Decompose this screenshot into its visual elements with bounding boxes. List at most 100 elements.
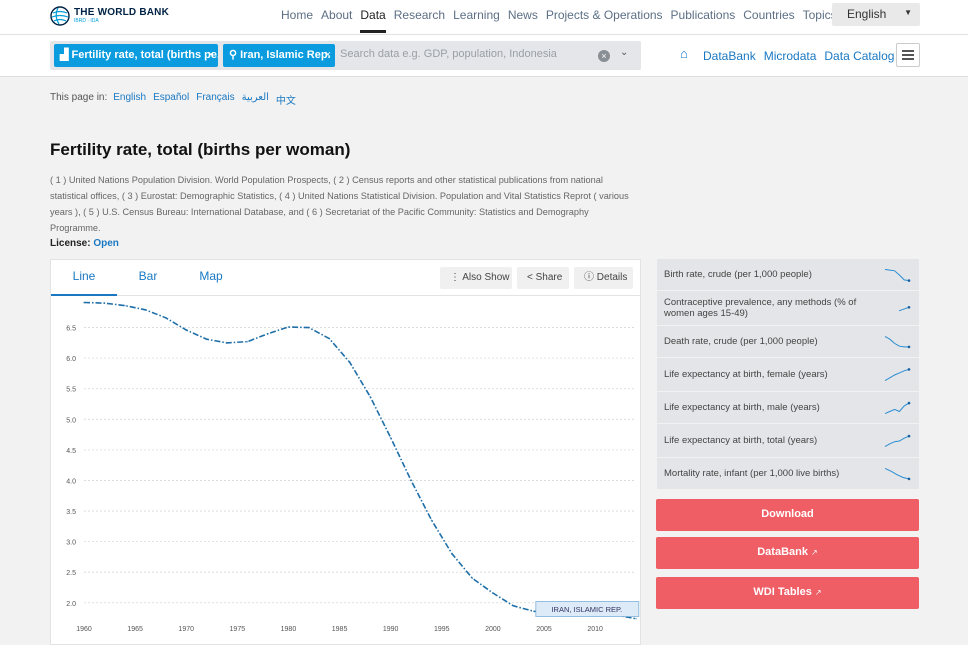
license-link[interactable]: Open: [93, 238, 119, 249]
indicator-chip-label: Fertility rate, total (births pe...: [71, 49, 218, 61]
tab-map[interactable]: Map: [199, 269, 223, 283]
home-icon[interactable]: ⌂: [680, 46, 688, 61]
related-indicator-item[interactable]: Birth rate, crude (per 1,000 people): [657, 259, 919, 291]
lang-arabic[interactable]: العربية: [241, 92, 269, 103]
series-label-box: [535, 601, 640, 617]
data-point: [430, 519, 433, 522]
data-point: [532, 610, 535, 613]
nav-news[interactable]: News: [507, 8, 538, 22]
data-point: [348, 361, 351, 364]
data-point: [185, 329, 188, 331]
nav-projects[interactable]: Projects & Operations: [545, 8, 663, 22]
search-input[interactable]: Search data e.g. GDP, population, Indone…: [340, 48, 557, 60]
databank-link[interactable]: DataBank: [703, 49, 756, 63]
x-tick-label: 1965: [127, 626, 143, 633]
y-tick-label: 4.0: [66, 478, 76, 485]
y-tick-label: 6.0: [66, 356, 76, 363]
share-icon: <: [527, 272, 533, 283]
details-button[interactable]: ⓘ Details: [574, 267, 633, 289]
x-tick-label: 1985: [332, 626, 348, 633]
world-bank-logo[interactable]: THE WORLD BANK IBRD · IDA: [50, 4, 169, 28]
related-indicator-label: Death rate, crude (per 1,000 people): [664, 336, 818, 347]
data-point: [389, 436, 392, 439]
data-point: [287, 326, 290, 328]
also-show-button[interactable]: ⋮ Also Show: [440, 267, 512, 289]
download-button[interactable]: Download: [656, 499, 919, 531]
nav-countries[interactable]: Countries: [743, 8, 795, 22]
nav-about[interactable]: About: [321, 8, 353, 22]
remove-indicator-icon[interactable]: ×: [207, 49, 214, 61]
license-label: License:: [50, 238, 91, 249]
nav-home[interactable]: Home: [281, 8, 314, 22]
tab-bar[interactable]: Bar: [138, 269, 158, 283]
nav-data[interactable]: Data: [360, 0, 386, 33]
data-point: [308, 326, 310, 329]
related-indicator-item[interactable]: Life expectancy at birth, male (years): [657, 392, 919, 424]
nav-topics[interactable]: Topics: [802, 8, 837, 22]
search-box[interactable]: ▟ Fertility rate, total (births pe... × …: [50, 41, 641, 70]
menu-icon[interactable]: [896, 43, 920, 67]
country-chip-label: Iran, Islamic Rep.: [240, 49, 331, 61]
related-indicator-item[interactable]: Life expectancy at birth, total (years): [657, 424, 919, 458]
chart-icon: ▟: [60, 49, 69, 61]
also-show-label: Also Show: [462, 272, 510, 283]
related-indicator-label: Mortality rate, infant (per 1,000 live b…: [664, 468, 840, 479]
nav-research[interactable]: Research: [393, 8, 446, 22]
details-label: Details: [596, 272, 628, 283]
x-tick-label: 1970: [178, 626, 194, 633]
microdata-link[interactable]: Microdata: [763, 49, 817, 63]
nav-publications[interactable]: Publications: [670, 8, 736, 22]
y-tick-label: 2.5: [66, 570, 76, 577]
share-button[interactable]: < Share: [517, 267, 569, 289]
x-tick-label: 1980: [281, 626, 297, 633]
databank-button[interactable]: DataBank ↗: [656, 537, 919, 569]
data-point: [471, 577, 474, 580]
y-tick-label: 4.5: [66, 448, 76, 455]
x-tick-label: 2010: [587, 626, 603, 633]
sources-text: ( 1 ) United Nations Population Division…: [50, 175, 629, 233]
clear-search-icon[interactable]: ×: [598, 50, 610, 62]
related-indicator-item[interactable]: Contraceptive prevalence, any methods (%…: [657, 291, 919, 326]
data-point: [205, 338, 208, 340]
search-bar-row: ▟ Fertility rate, total (births pe... × …: [0, 35, 968, 77]
y-tick-label: 2.0: [66, 601, 76, 608]
related-indicator-label: Contraceptive prevalence, any methods (%…: [664, 297, 857, 319]
series-label: IRAN, ISLAMIC REP.: [551, 605, 622, 614]
logo-title: THE WORLD BANK: [74, 7, 170, 18]
data-point: [512, 605, 515, 607]
wdi-tables-button-label: WDI Tables: [753, 586, 812, 598]
nav-learning[interactable]: Learning: [453, 8, 500, 22]
data-point: [267, 332, 269, 335]
tab-line[interactable]: Line: [51, 260, 117, 296]
data-point: [83, 301, 85, 304]
y-tick-label: 3.0: [66, 540, 76, 547]
lang-chinese[interactable]: 中文: [275, 96, 296, 107]
info-icon: ⓘ: [584, 272, 594, 283]
data-catalog-link[interactable]: Data Catalog: [824, 49, 895, 63]
country-chip[interactable]: ⚲ Iran, Islamic Rep. ×: [223, 44, 335, 67]
wdi-tables-button[interactable]: WDI Tables ↗: [656, 577, 919, 609]
related-indicator-item[interactable]: Death rate, crude (per 1,000 people): [657, 326, 919, 358]
related-indicator-item[interactable]: Life expectancy at birth, female (years): [657, 358, 919, 392]
sparkline: [884, 335, 911, 348]
lang-espanol[interactable]: Español: [153, 92, 190, 103]
language-select[interactable]: English ▼: [832, 3, 920, 26]
series-line: [83, 301, 637, 620]
data-point: [144, 309, 147, 311]
remove-country-icon[interactable]: ×: [324, 49, 331, 61]
data-links: DataBank Microdata Data Catalog: [703, 49, 902, 63]
data-point: [492, 592, 494, 594]
data-point: [410, 479, 412, 482]
language-value: English: [847, 7, 887, 21]
related-indicator-label: Life expectancy at birth, male (years): [664, 402, 820, 413]
page-title: Fertility rate, total (births per woman): [50, 140, 351, 159]
related-indicator-item[interactable]: Mortality rate, infant (per 1,000 live b…: [657, 458, 919, 490]
x-tick-label: 1975: [230, 626, 246, 633]
related-indicators: Birth rate, crude (per 1,000 people) Cont…: [657, 259, 919, 490]
data-point: [635, 617, 637, 620]
chevron-down-icon[interactable]: ⌄: [620, 47, 629, 58]
lang-english[interactable]: English: [113, 92, 147, 103]
lang-francais[interactable]: Français: [196, 92, 235, 103]
indicator-chip[interactable]: ▟ Fertility rate, total (births pe... ×: [54, 44, 218, 67]
y-tick-label: 5.0: [66, 417, 76, 424]
